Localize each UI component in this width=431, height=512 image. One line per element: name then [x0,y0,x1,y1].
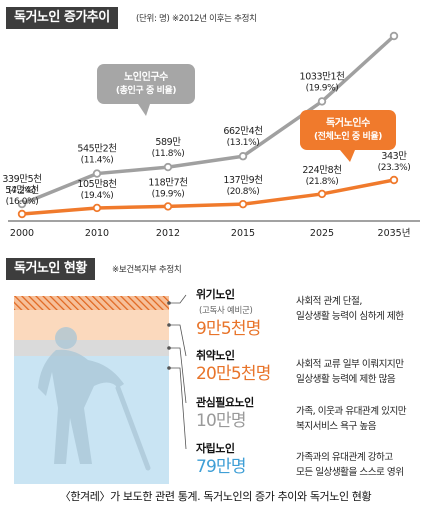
legend-entry: (총인구 중 비율) [116,84,176,96]
data-label: 545만2천 [77,144,116,155]
elderly-silhouette-icon [38,327,151,471]
data-label: 343만 [381,151,407,162]
callout-pointer [138,104,150,116]
level-count: 10만명 [196,411,246,431]
leader-dot [167,301,171,305]
ratio-label: (11.4%) [81,156,114,166]
level-description: 가족, 이웃과 유대관계 있지만 [296,405,407,417]
data-point [238,152,248,161]
ratio-label: (20.8%) [227,187,260,197]
band-attention [14,340,169,356]
level-count: 79만명 [196,457,246,477]
level-description: 일상생활 능력이 심하게 제한 [296,310,404,322]
data-label: 137만9천 [223,175,262,186]
x-tick-label: 2000 [10,228,34,239]
x-tick-label: 2025 [310,228,334,239]
data-point [317,97,327,106]
leader-dot [167,323,171,327]
data-label: 118만7천 [148,177,187,188]
x-tick-label: 2035년 [378,228,411,239]
data-point [389,31,399,41]
data-label: 224만8천 [302,165,341,176]
legend-entry: 노인인구수 [124,70,168,83]
band-vulnerable [14,310,169,340]
section2-title: 독거노인 현황 [6,258,95,280]
data-point [17,199,27,209]
band-crisis [14,296,169,310]
series-callout-0 [97,64,195,104]
level-name: 관심필요노인 [196,395,254,409]
section1-note: (단위: 명) ※2012년 이후는 추정치 [136,14,257,24]
data-point [389,175,399,185]
data-point [92,203,102,213]
series-callout-1 [300,110,396,150]
data-point [163,162,173,172]
level-count: 20만5천명 [196,364,271,384]
level-description: 가족과의 유대관계 강하고 [296,451,393,463]
data-label: 589만 [155,137,181,148]
leader-line [169,294,187,304]
x-tick-label: 2010 [85,228,109,239]
section2-note: ※보건복지부 추정치 [112,265,182,275]
ratio-label: (21.8%) [306,177,339,187]
data-label: 105만8천 [77,179,116,190]
section1-title: 독거노인 증가추이 [6,7,118,29]
data-label: 662만4천 [223,126,262,137]
level-description: 사회적 관계 단절, [296,295,362,307]
data-label: 54만4천 [5,185,39,196]
level-name: 취약노인 [196,348,235,362]
ratio-label: (19.9%) [306,83,339,93]
level-description: 모든 일상생활을 스스로 영위 [296,466,404,478]
legend-entry: 독거노인수 [326,116,370,129]
data-point [17,209,27,219]
data-label: 1033만1천 [300,71,345,82]
status-diagram: 위기노인 (고독사 예비군) 9만5천명 사회적 관계 단절, 일상생활 능력이 심하게… [14,287,407,484]
level-count: 9만5천명 [196,319,261,339]
level-description: 복지서비스 욕구 높음 [296,421,377,432]
leader-dot [167,346,171,350]
ratio-label: (16.0%) [6,197,39,207]
level-name: 위기노인 [196,287,235,301]
level-description: 사회적 교류 일부 이뤄지지만 [296,358,404,370]
x-tick-label: 2015 [231,228,255,239]
ratio-label: (13.1%) [227,138,260,148]
ratio-label: (19.9%) [152,189,185,199]
leader-line [169,347,187,404]
series-line-1 [21,202,244,216]
level-subtitle: (고독사 예비군) [199,305,253,316]
leader-line [169,324,187,357]
leader-line [169,367,187,450]
ratio-label: (11.8%) [152,149,185,159]
callout-pointer [340,150,355,162]
growth-line-chart: 339만5천(7.2%) 545만2천(11.4%) 589만(11.8%) 662만… [2,31,420,239]
leader-dot [167,366,171,370]
series-line-0 [21,154,244,206]
ratio-label: (19.4%) [81,191,114,201]
legend-entry: (전체노인 중 비율) [314,130,382,142]
level-description: 일상생활 능력에 제한 많음 [296,373,396,385]
data-point [92,169,102,178]
ratio-label: (7.2%) [8,186,36,196]
data-label: 339만5천 [2,174,41,185]
figure-caption: 〈한겨레〉가 보도한 관련 통계. 독거노인의 증가 추이와 독거노인 현황 [59,490,372,503]
data-point [238,199,248,209]
data-point [163,202,173,211]
data-point [317,189,327,199]
level-name: 자립노인 [196,441,235,455]
x-tick-label: 2012 [156,228,180,239]
ratio-label: (23.3%) [378,163,411,173]
